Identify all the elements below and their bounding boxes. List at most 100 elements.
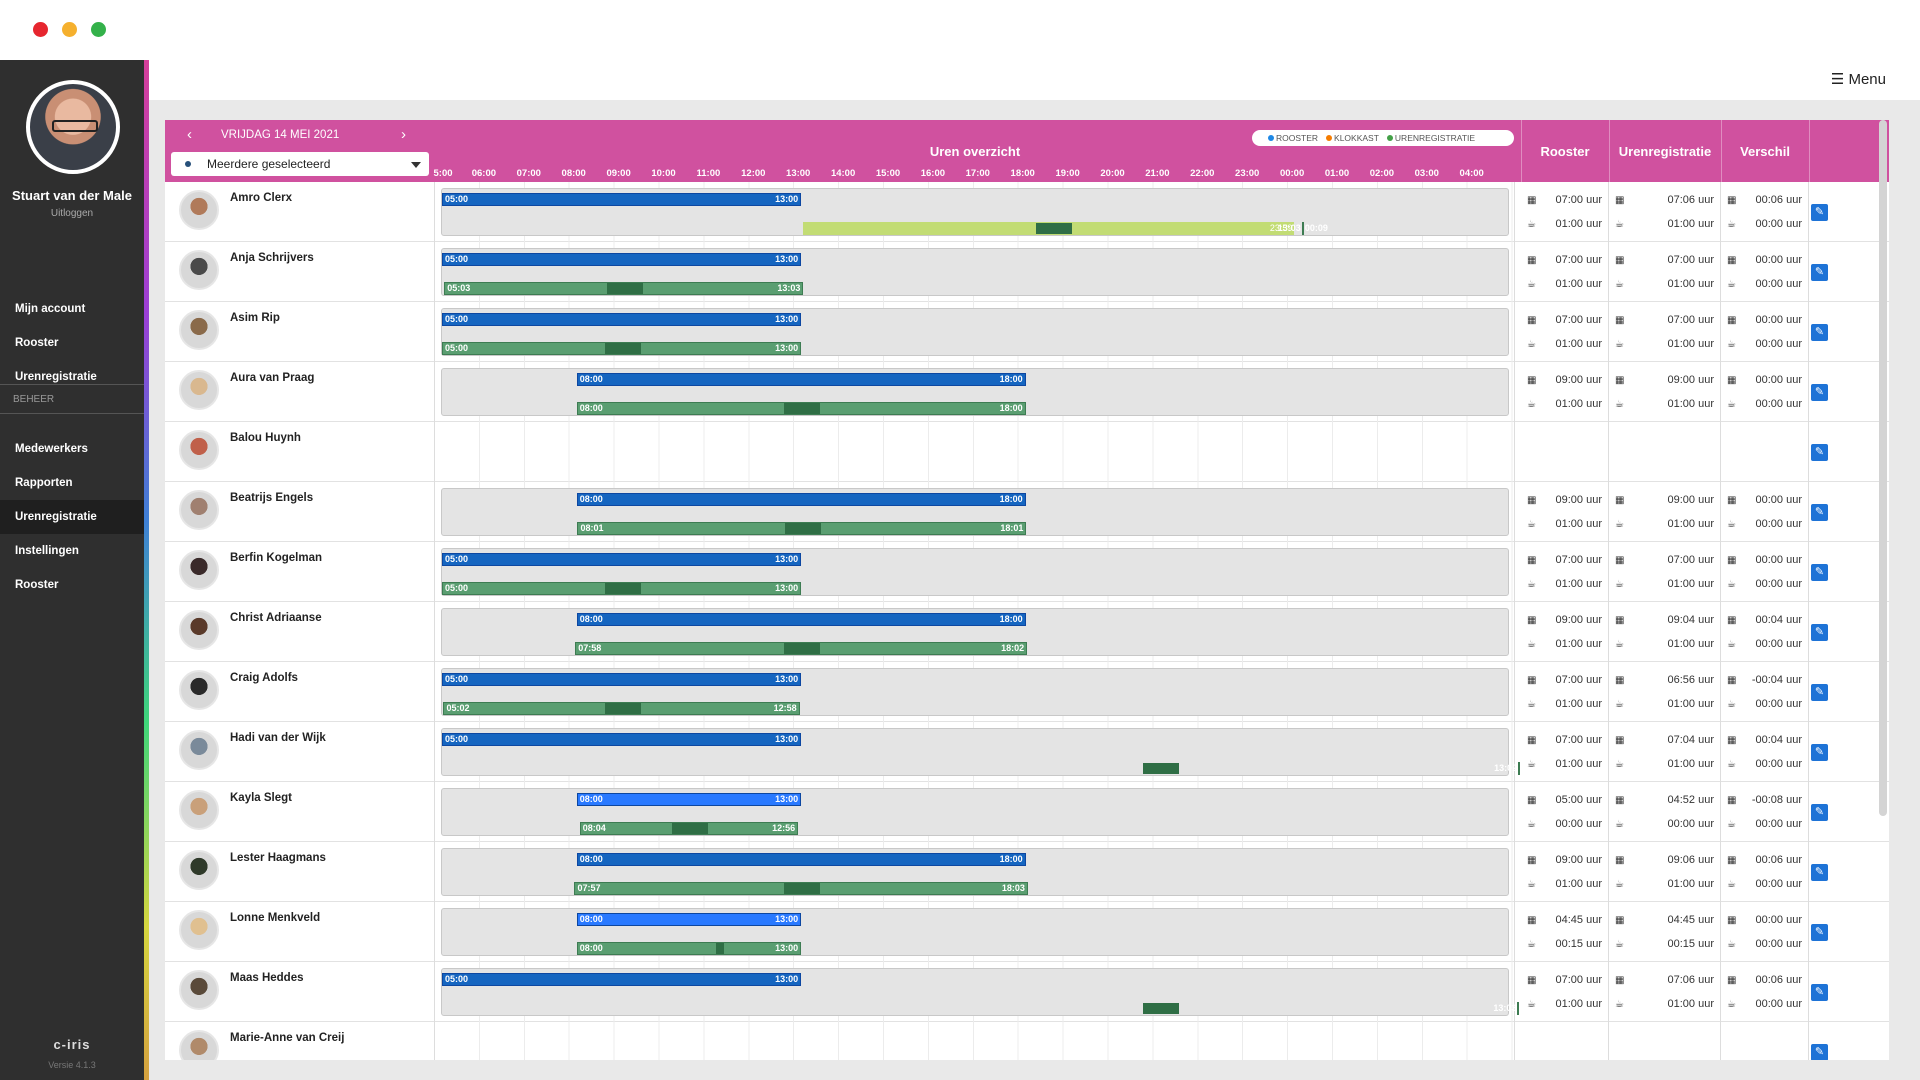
employee-name[interactable]: Berfin Kogelman bbox=[230, 552, 323, 564]
time-tick: 14:00 bbox=[830, 168, 856, 179]
schedule-bar[interactable]: 08:00 13:00 bbox=[576, 793, 802, 806]
edit-icon[interactable]: ✎ bbox=[1811, 684, 1828, 701]
break-segment bbox=[1143, 1003, 1180, 1014]
registration-end: 13:02 bbox=[1494, 763, 1518, 773]
employee-name[interactable]: Hadi van der Wijk bbox=[230, 732, 326, 744]
nav-item-rapporten[interactable]: Rapporten bbox=[15, 477, 73, 489]
schedule-bar[interactable]: 05:00 13:00 bbox=[442, 733, 802, 746]
ur-cell: ▦ 09:00 uur ☕ 01:00 uur bbox=[1609, 362, 1721, 422]
minimize-window-dot[interactable] bbox=[62, 22, 77, 37]
nav-item-mijn-account[interactable]: Mijn account bbox=[15, 303, 86, 315]
schedule-bar[interactable]: 05:00 13:00 bbox=[442, 973, 802, 986]
schedule-end: 13:00 bbox=[775, 194, 799, 204]
employee-name[interactable]: Christ Adriaanse bbox=[230, 612, 322, 624]
break-value: 00:00 uur bbox=[1755, 638, 1802, 650]
employee-name[interactable]: Maas Heddes bbox=[230, 972, 304, 984]
registration-bar[interactable]: 00:09 13:03 bbox=[1035, 222, 1328, 235]
menu-button[interactable]: ☰ Menu bbox=[1830, 71, 1886, 88]
coffee-icon: ☕ bbox=[1527, 759, 1536, 770]
schedule-end: 13:00 bbox=[775, 734, 799, 744]
scrollbar[interactable] bbox=[1879, 120, 1887, 816]
schedule-bar[interactable]: 05:00 13:00 bbox=[442, 553, 802, 566]
nav-item-rooster[interactable]: Rooster bbox=[15, 337, 59, 349]
table-row: Asim Rip 05:00 13:00 05:00 13:00 ▦ 07:00… bbox=[165, 302, 1889, 362]
employee-name[interactable]: Lonne Menkveld bbox=[230, 912, 321, 924]
registration-bar[interactable]: 04:57 13:03 bbox=[1143, 1002, 1543, 1015]
registration-bar[interactable]: 05:00 13:00 bbox=[442, 582, 802, 595]
registration-bar[interactable]: 05:03 13:03 bbox=[444, 282, 804, 295]
edit-icon[interactable]: ✎ bbox=[1811, 384, 1828, 401]
schedule-bar[interactable]: 05:00 13:00 bbox=[442, 313, 802, 326]
break-value: 01:00 uur bbox=[1555, 398, 1602, 410]
schedule-bar[interactable]: 08:00 18:00 bbox=[576, 373, 1026, 386]
schedule-bar[interactable]: 08:00 18:00 bbox=[576, 493, 1026, 506]
time-tick: 12:00 bbox=[741, 168, 766, 179]
break-value: 00:00 uur bbox=[1755, 518, 1802, 530]
registration-bar[interactable]: 08:00 18:00 bbox=[576, 402, 1026, 415]
schedule-start: 05:00 bbox=[445, 674, 469, 684]
time-tick: 20:00 bbox=[1100, 168, 1125, 179]
employee-name[interactable]: Balou Huynh bbox=[230, 432, 301, 444]
edit-icon[interactable]: ✎ bbox=[1811, 1044, 1828, 1060]
employee-name[interactable]: Craig Adolfs bbox=[230, 672, 298, 684]
registration-bar[interactable]: 07:58 18:02 bbox=[575, 642, 1028, 655]
edit-icon[interactable]: ✎ bbox=[1811, 804, 1828, 821]
edit-icon[interactable]: ✎ bbox=[1811, 324, 1828, 341]
break-value: 00:00 uur bbox=[1755, 398, 1802, 410]
calendar-icon: ▦ bbox=[1727, 975, 1737, 986]
nav-item-urenregistratie-admin[interactable]: Urenregistratie bbox=[0, 500, 144, 534]
registration-end: 13:00 bbox=[775, 943, 799, 953]
employee-select[interactable]: Meerdere geselecteerd bbox=[171, 152, 429, 176]
user-avatar[interactable] bbox=[26, 80, 120, 174]
registration-bar[interactable]: 08:00 13:00 bbox=[576, 942, 802, 955]
employee-name[interactable]: Lester Haagmans bbox=[230, 852, 326, 864]
employee-name[interactable]: Anja Schrijvers bbox=[230, 252, 314, 264]
edit-icon[interactable]: ✎ bbox=[1811, 984, 1828, 1001]
schedule-bar[interactable]: 08:00 18:00 bbox=[576, 613, 1026, 626]
nav-item-instellingen[interactable]: Instellingen bbox=[15, 545, 79, 557]
close-window-dot[interactable] bbox=[33, 22, 48, 37]
schedule-end: 18:00 bbox=[999, 614, 1023, 624]
registration-bar[interactable]: 05:02 12:58 bbox=[443, 702, 800, 715]
edit-icon[interactable]: ✎ bbox=[1811, 564, 1828, 581]
employee-name[interactable]: Marie-Anne van Creij bbox=[230, 1032, 345, 1044]
registration-bar[interactable]: 08:01 18:01 bbox=[577, 522, 1027, 535]
employee-name[interactable]: Amro Clerx bbox=[230, 192, 292, 204]
prev-day-icon[interactable]: ‹ bbox=[187, 126, 192, 143]
edit-icon[interactable]: ✎ bbox=[1811, 504, 1828, 521]
nav-item-medewerkers[interactable]: Medewerkers bbox=[15, 443, 88, 455]
rs-cell: ▦ 07:00 uur ☕ 01:00 uur bbox=[1521, 182, 1609, 242]
edit-icon[interactable]: ✎ bbox=[1811, 924, 1828, 941]
timeline-track: 08:00 18:00 08:00 18:00 bbox=[441, 368, 1509, 416]
next-day-icon[interactable]: › bbox=[401, 126, 406, 143]
registration-bar[interactable]: 05:00 13:00 bbox=[442, 342, 802, 355]
schedule-bar[interactable]: 08:00 13:00 bbox=[576, 913, 802, 926]
edit-icon[interactable]: ✎ bbox=[1811, 624, 1828, 641]
break-segment bbox=[606, 283, 643, 294]
registration-bar[interactable]: 07:57 18:03 bbox=[574, 882, 1028, 895]
schedule-bar[interactable]: 05:00 13:00 bbox=[442, 673, 802, 686]
logout-link[interactable]: Uitloggen bbox=[50, 208, 94, 219]
registration-bar[interactable]: 04:58 13:02 bbox=[1143, 762, 1544, 775]
schedule-bar[interactable]: 05:00 13:00 bbox=[442, 193, 802, 206]
schedule-bar[interactable]: 08:00 18:00 bbox=[576, 853, 1026, 866]
nav-item-rooster-admin[interactable]: Rooster bbox=[15, 579, 59, 591]
employee-name[interactable]: Aura van Praag bbox=[230, 372, 315, 384]
edit-icon[interactable]: ✎ bbox=[1811, 204, 1828, 221]
nav-item-urenregistratie[interactable]: Urenregistratie bbox=[15, 371, 97, 383]
edit-icon[interactable]: ✎ bbox=[1811, 744, 1828, 761]
hours-value: 07:06 uur bbox=[1667, 194, 1714, 206]
maximize-window-dot[interactable] bbox=[91, 22, 106, 37]
ur-cell: ▦ 07:00 uur ☕ 01:00 uur bbox=[1609, 302, 1721, 362]
schedule-bar[interactable]: 05:00 13:00 bbox=[442, 253, 802, 266]
edit-icon[interactable]: ✎ bbox=[1811, 264, 1828, 281]
edit-icon[interactable]: ✎ bbox=[1811, 864, 1828, 881]
employee-name[interactable]: Asim Rip bbox=[230, 312, 280, 324]
employee-name[interactable]: Kayla Slegt bbox=[230, 792, 292, 804]
edit-icon[interactable]: ✎ bbox=[1811, 444, 1828, 461]
break-segment bbox=[784, 403, 821, 414]
table-row: Christ Adriaanse 08:00 18:00 07:58 18:02… bbox=[165, 602, 1889, 662]
registration-bar[interactable]: 08:04 12:56 bbox=[579, 822, 799, 835]
employee-name[interactable]: Beatrijs Engels bbox=[230, 492, 314, 504]
time-tick: 5:00 bbox=[433, 168, 453, 179]
